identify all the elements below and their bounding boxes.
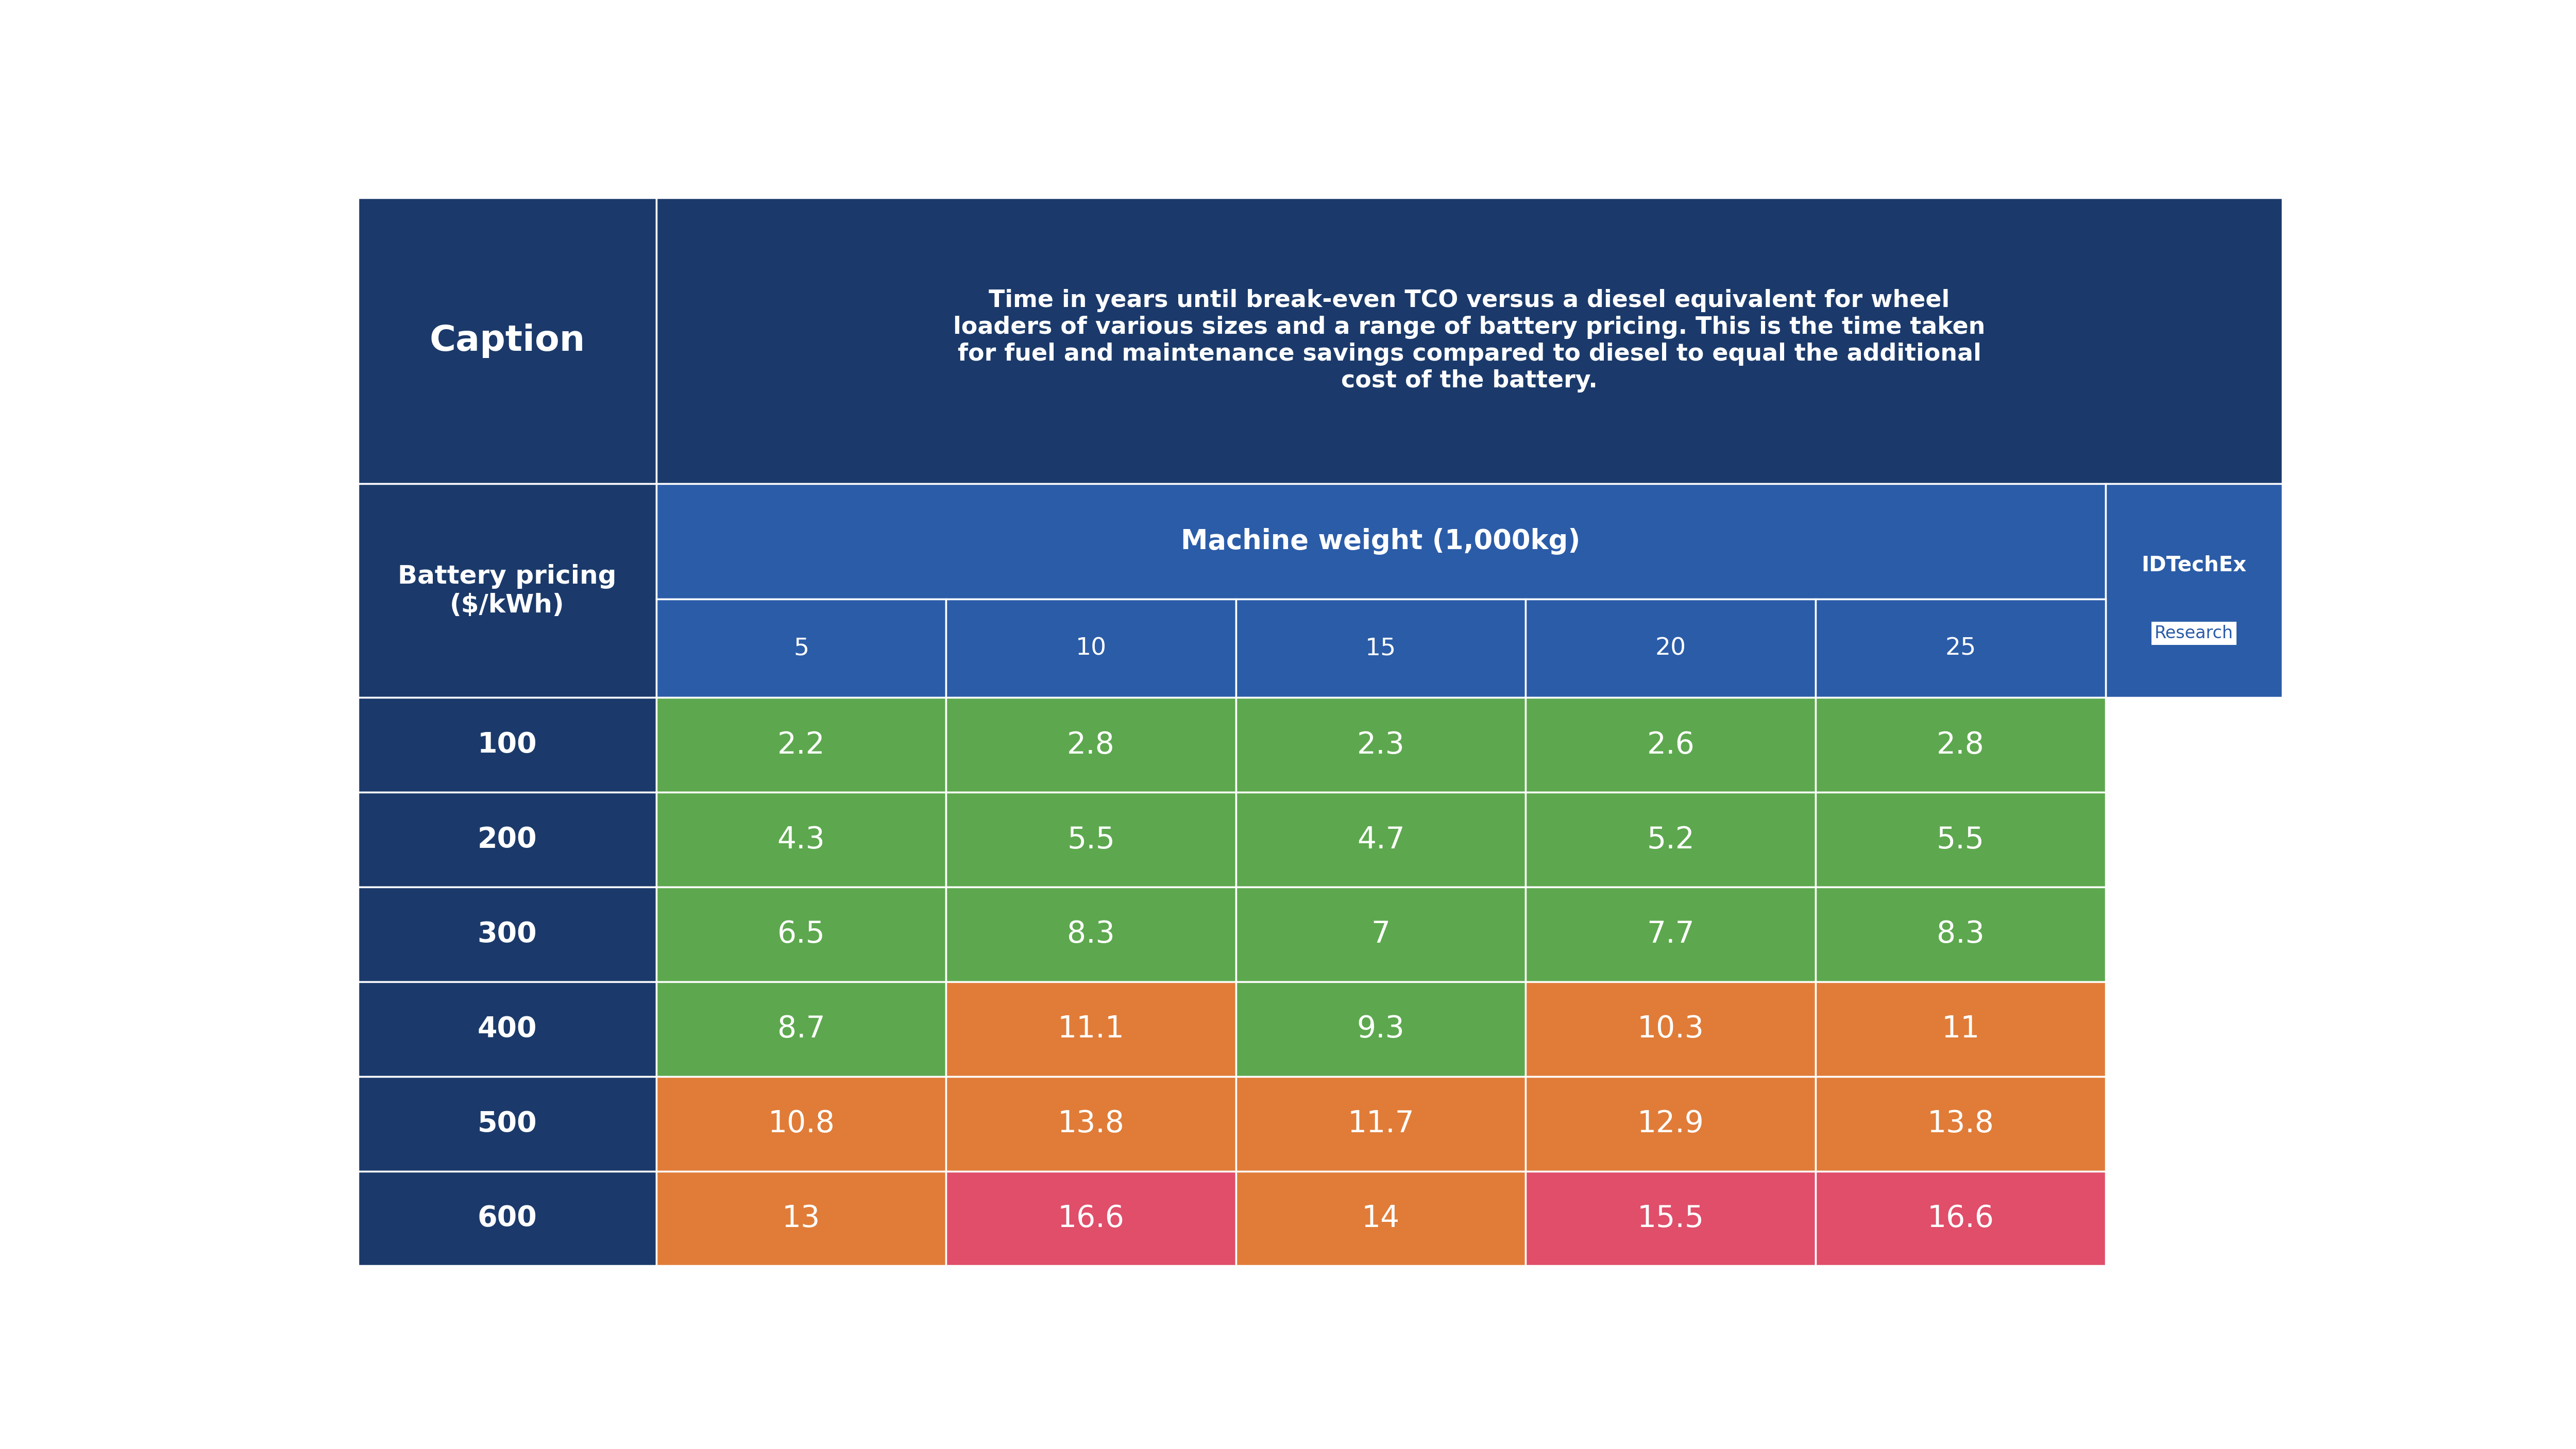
- Bar: [1816, 793, 2105, 887]
- Bar: [657, 697, 945, 793]
- Bar: [1236, 1077, 1525, 1171]
- Bar: [1525, 793, 1816, 887]
- Bar: [945, 887, 1236, 981]
- Text: 2.6: 2.6: [1646, 730, 1695, 759]
- Bar: [657, 484, 2105, 600]
- Bar: [358, 1077, 657, 1171]
- Text: 20: 20: [1656, 638, 1687, 659]
- Bar: [1816, 887, 2105, 981]
- Text: 300: 300: [477, 920, 536, 948]
- Text: 16.6: 16.6: [1927, 1204, 1994, 1233]
- Text: 13.8: 13.8: [1927, 1108, 1994, 1139]
- Text: 5.2: 5.2: [1646, 824, 1695, 855]
- Bar: [2105, 484, 2282, 697]
- Text: 8.3: 8.3: [1066, 920, 1115, 949]
- Text: 5.5: 5.5: [1937, 824, 1984, 855]
- Bar: [358, 484, 657, 697]
- Text: Battery pricing
($/kWh): Battery pricing ($/kWh): [397, 564, 616, 617]
- Bar: [657, 1077, 945, 1171]
- Text: Time in years until break-even TCO versus a diesel equivalent for wheel
loaders : Time in years until break-even TCO versu…: [953, 288, 1986, 393]
- Text: 500: 500: [477, 1110, 536, 1137]
- Text: 200: 200: [477, 826, 536, 853]
- Bar: [358, 887, 657, 981]
- Bar: [945, 793, 1236, 887]
- Bar: [358, 697, 657, 793]
- Bar: [1236, 697, 1525, 793]
- Text: Machine weight (1,000kg): Machine weight (1,000kg): [1180, 529, 1582, 555]
- Bar: [1816, 981, 2105, 1077]
- Bar: [1816, 600, 2105, 697]
- Bar: [358, 197, 657, 484]
- Bar: [358, 793, 657, 887]
- Text: 6.5: 6.5: [778, 920, 824, 949]
- Text: Caption: Caption: [430, 323, 585, 358]
- Text: 11.7: 11.7: [1347, 1108, 1414, 1139]
- Bar: [1236, 887, 1525, 981]
- Bar: [1816, 697, 2105, 793]
- Text: 2.2: 2.2: [778, 730, 824, 759]
- Text: 8.7: 8.7: [778, 1014, 824, 1043]
- Text: 11.1: 11.1: [1059, 1014, 1126, 1043]
- Text: Research: Research: [2154, 625, 2233, 642]
- Bar: [657, 600, 945, 697]
- Bar: [945, 1077, 1236, 1171]
- Text: 15: 15: [1365, 638, 1396, 659]
- Bar: [1236, 600, 1525, 697]
- Text: 10.3: 10.3: [1638, 1014, 1705, 1043]
- Bar: [1525, 697, 1816, 793]
- Bar: [657, 793, 945, 887]
- Bar: [945, 981, 1236, 1077]
- Text: 7.7: 7.7: [1646, 920, 1695, 949]
- Text: 13: 13: [783, 1204, 819, 1233]
- Text: 13.8: 13.8: [1059, 1108, 1126, 1139]
- Text: 25: 25: [1945, 638, 1976, 659]
- Text: 16.6: 16.6: [1059, 1204, 1126, 1233]
- Text: 5.5: 5.5: [1066, 824, 1115, 855]
- Bar: [1236, 1171, 1525, 1266]
- Bar: [657, 1171, 945, 1266]
- Text: 8.3: 8.3: [1937, 920, 1984, 949]
- Bar: [945, 600, 1236, 697]
- Text: 2.3: 2.3: [1358, 730, 1404, 759]
- Text: 600: 600: [477, 1204, 536, 1233]
- Bar: [657, 197, 2282, 484]
- Text: 2.8: 2.8: [1937, 730, 1984, 759]
- Bar: [1236, 793, 1525, 887]
- Bar: [1816, 1077, 2105, 1171]
- Text: 4.7: 4.7: [1358, 824, 1404, 855]
- Text: 5: 5: [793, 638, 809, 659]
- Text: 4.3: 4.3: [778, 824, 824, 855]
- Bar: [358, 981, 657, 1077]
- Bar: [657, 887, 945, 981]
- Bar: [945, 1171, 1236, 1266]
- Bar: [1236, 981, 1525, 1077]
- Text: 7: 7: [1370, 920, 1391, 949]
- Text: 11: 11: [1942, 1014, 1978, 1043]
- Text: 14: 14: [1363, 1204, 1399, 1233]
- Text: 9.3: 9.3: [1358, 1014, 1404, 1043]
- Text: 400: 400: [477, 1016, 536, 1043]
- Text: 10.8: 10.8: [768, 1108, 835, 1139]
- Bar: [1525, 981, 1816, 1077]
- Bar: [1525, 1077, 1816, 1171]
- Text: IDTechEx: IDTechEx: [2141, 555, 2246, 575]
- Text: 15.5: 15.5: [1638, 1204, 1705, 1233]
- Text: 2.8: 2.8: [1066, 730, 1115, 759]
- Bar: [945, 697, 1236, 793]
- Bar: [657, 981, 945, 1077]
- Bar: [358, 1171, 657, 1266]
- Text: 100: 100: [477, 730, 536, 759]
- Text: 12.9: 12.9: [1638, 1108, 1705, 1139]
- Bar: [1525, 1171, 1816, 1266]
- Bar: [1525, 600, 1816, 697]
- Text: 10: 10: [1077, 638, 1108, 659]
- Bar: [1816, 1171, 2105, 1266]
- Bar: [1525, 887, 1816, 981]
